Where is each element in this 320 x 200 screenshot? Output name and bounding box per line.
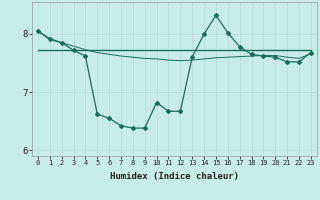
X-axis label: Humidex (Indice chaleur): Humidex (Indice chaleur): [110, 172, 239, 181]
